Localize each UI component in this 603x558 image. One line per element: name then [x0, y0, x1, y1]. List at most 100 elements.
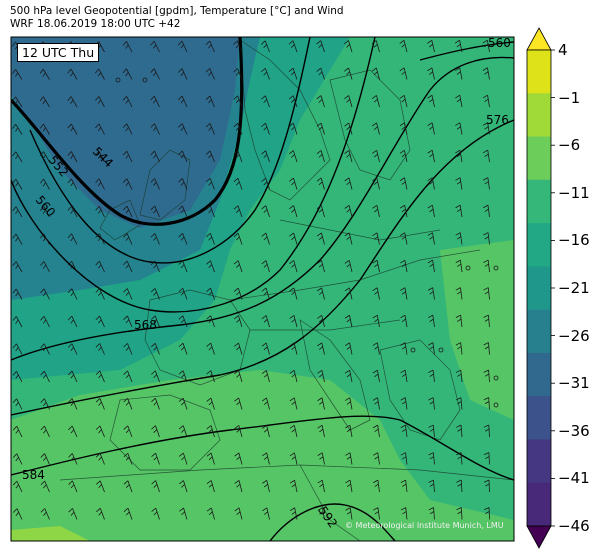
wind-barb — [40, 316, 50, 328]
wind-barb — [12, 316, 23, 328]
wind-barb — [316, 67, 325, 80]
wind-barb — [400, 479, 408, 493]
wind-barb — [39, 123, 50, 135]
wind-barb — [67, 68, 78, 80]
wind-barb — [316, 177, 325, 190]
wind-barb — [400, 369, 408, 383]
model-run-info: WRF 18.06.2019 18:00 UTC +42 — [10, 18, 181, 30]
wind-barb — [262, 479, 270, 493]
wind-barb — [95, 68, 105, 80]
wind-barb — [428, 507, 435, 520]
wind-barb — [345, 479, 353, 493]
calm-marker — [493, 402, 499, 408]
wind-barb — [316, 205, 325, 218]
wind-barb — [39, 178, 50, 190]
wind-barb — [261, 397, 270, 410]
wind-barb — [233, 95, 243, 108]
wind-barb — [316, 95, 325, 108]
wind-barb — [12, 151, 23, 163]
colorbar-tick-label: −16 — [558, 231, 590, 250]
wind-barb — [150, 315, 160, 328]
wind-barb — [261, 260, 270, 273]
wind-barb — [455, 149, 463, 163]
wind-barb — [12, 371, 23, 383]
wind-barb — [150, 95, 160, 108]
wind-barb — [482, 177, 490, 190]
wind-barb — [178, 452, 188, 465]
wind-barb — [427, 314, 435, 328]
wind-barb — [427, 259, 435, 273]
wind-barb — [205, 150, 215, 163]
wind-barb — [371, 122, 380, 135]
wind-barb — [427, 287, 435, 300]
wind-barb — [151, 425, 160, 438]
wind-barb — [67, 151, 78, 163]
wind-barb — [483, 232, 490, 245]
wind-barb — [289, 424, 298, 438]
wind-barb — [123, 233, 133, 245]
wind-barb — [68, 425, 78, 438]
wind-barb — [427, 67, 435, 80]
wind-barb — [178, 342, 188, 355]
wind-barb — [455, 397, 463, 410]
wind-barb — [316, 40, 325, 53]
wind-barb — [373, 479, 380, 493]
wind-barb — [428, 424, 435, 438]
wind-barb — [178, 150, 188, 163]
wind-barb — [178, 233, 188, 245]
wind-barb — [344, 314, 353, 328]
colorbar-segment — [527, 309, 551, 354]
wind-barb — [12, 453, 23, 465]
wind-barb — [150, 233, 160, 245]
wind-barb — [482, 122, 490, 135]
wind-barb — [12, 206, 23, 218]
wind-barb — [40, 288, 50, 300]
colorbar-segment — [527, 482, 551, 527]
wind-barb — [95, 233, 105, 245]
wind-barb — [151, 507, 160, 520]
wind-barb — [205, 123, 215, 135]
wind-barb — [95, 260, 105, 273]
wind-barb — [39, 68, 50, 80]
wind-barb — [455, 204, 463, 218]
wind-barb — [95, 370, 105, 383]
colorbar-segment — [527, 396, 551, 440]
wind-barb — [288, 40, 298, 53]
wind-barb — [289, 315, 298, 328]
contour-592 — [269, 503, 396, 541]
wind-barb — [68, 453, 78, 465]
wind-barb — [40, 261, 50, 273]
wind-barb — [123, 315, 133, 328]
wind-barb — [67, 206, 78, 218]
wind-barb — [316, 260, 325, 273]
wind-barb — [372, 314, 380, 328]
colorbar-tick-label: −11 — [558, 183, 590, 202]
wind-barb — [455, 232, 463, 245]
wind-barb — [400, 342, 408, 355]
wind-barb — [40, 370, 50, 383]
wind-barb — [399, 67, 408, 80]
wind-barb — [39, 151, 50, 163]
wind-barb — [178, 68, 188, 80]
wind-barb — [67, 123, 78, 135]
wind-barb — [345, 397, 353, 410]
wind-barb — [206, 507, 215, 520]
wind-barb — [178, 260, 188, 273]
wind-barb — [178, 123, 188, 135]
wind-barb — [40, 206, 50, 218]
wind-barb — [372, 452, 380, 465]
wind-barb — [317, 479, 325, 493]
wind-barb — [206, 315, 215, 328]
wind-barb — [151, 370, 160, 383]
wind-barb — [317, 452, 325, 465]
wind-barb — [67, 343, 78, 355]
wind-barb — [399, 204, 408, 218]
wind-barb — [289, 205, 298, 218]
wind-barb — [400, 452, 408, 465]
wind-barb — [67, 288, 78, 300]
wind-barb — [427, 94, 435, 108]
wind-barb — [178, 425, 188, 438]
calm-marker — [115, 77, 121, 83]
wind-barb — [261, 342, 270, 355]
wind-barb — [122, 41, 133, 53]
